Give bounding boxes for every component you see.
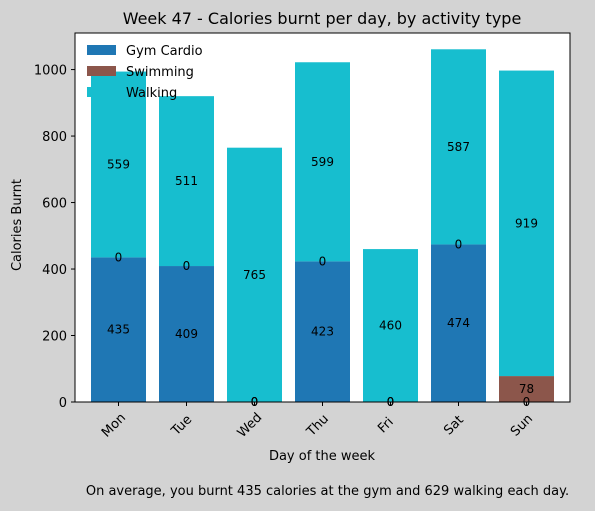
x-tick-label: Sun — [508, 411, 536, 439]
y-tick-label: 1000 — [34, 64, 67, 79]
bar-value-label: 474 — [447, 316, 470, 330]
x-axis-label: Day of the week — [269, 449, 376, 464]
x-axis: Mon Tue Wed Thu Fri Sat Sun — [99, 402, 536, 441]
bar-value-label: 0 — [115, 250, 123, 264]
bar-gym-cardio-tue — [159, 266, 214, 402]
bar-walking-wed — [227, 147, 282, 402]
bar-walking-sat — [431, 49, 486, 245]
bar-swimming-sun — [499, 376, 554, 402]
bar-value-label: 460 — [379, 319, 402, 333]
bar-gym-cardio-mon — [91, 257, 146, 402]
y-tick-label: 400 — [42, 263, 67, 278]
legend-swatch — [87, 87, 116, 97]
chart-title: Week 47 - Calories burnt per day, by act… — [123, 9, 522, 28]
legend-label: Walking — [126, 86, 177, 101]
y-tick-label: 600 — [42, 197, 67, 212]
bar-value-label: 559 — [107, 157, 130, 171]
summary-caption: On average, you burnt 435 calories at th… — [85, 484, 570, 499]
bar-value-label: 511 — [175, 174, 198, 188]
bar-value-label: 919 — [515, 216, 538, 230]
legend-label: Gym Cardio — [126, 44, 203, 59]
x-tick-label: Tue — [168, 412, 195, 439]
bar-gym-cardio-sat — [431, 244, 486, 402]
y-tick-label: 200 — [42, 330, 67, 345]
y-tick-label: 0 — [59, 396, 67, 411]
bar-walking-mon — [91, 71, 146, 258]
bar-value-label: 78 — [519, 382, 534, 396]
x-tick-label: Fri — [375, 415, 397, 437]
x-tick-label: Thu — [303, 412, 332, 441]
y-axis: 0 200 400 600 800 1000 — [34, 64, 75, 411]
y-axis-label: Calories Burnt — [10, 179, 25, 271]
bar-gym-cardio-thu — [295, 261, 350, 402]
bar-walking-tue — [159, 96, 214, 267]
bar-walking-thu — [295, 62, 350, 262]
x-tick-label: Mon — [99, 411, 129, 441]
bar-value-label: 0 — [455, 237, 463, 251]
bar-value-label: 423 — [311, 325, 334, 339]
bar-value-label: 409 — [175, 327, 198, 341]
bar-walking-sun — [499, 70, 554, 377]
bar-value-label: 435 — [107, 323, 130, 337]
bar-value-label: 587 — [447, 140, 470, 154]
y-tick-label: 800 — [42, 130, 67, 145]
legend-label: Swimming — [126, 65, 194, 80]
bar-value-label: 599 — [311, 155, 334, 169]
legend-swatch — [87, 66, 116, 76]
legend-swatch — [87, 45, 116, 55]
x-tick-label: Wed — [235, 410, 266, 441]
legend: Gym Cardio Swimming Walking — [87, 44, 203, 101]
bar-value-label: 0 — [183, 259, 191, 273]
bar-value-label: 0 — [319, 254, 327, 268]
bar-walking-fri — [363, 249, 418, 402]
bar-value-label: 765 — [243, 268, 266, 282]
bars-layer — [91, 49, 554, 402]
x-tick-label: Sat — [441, 413, 467, 439]
